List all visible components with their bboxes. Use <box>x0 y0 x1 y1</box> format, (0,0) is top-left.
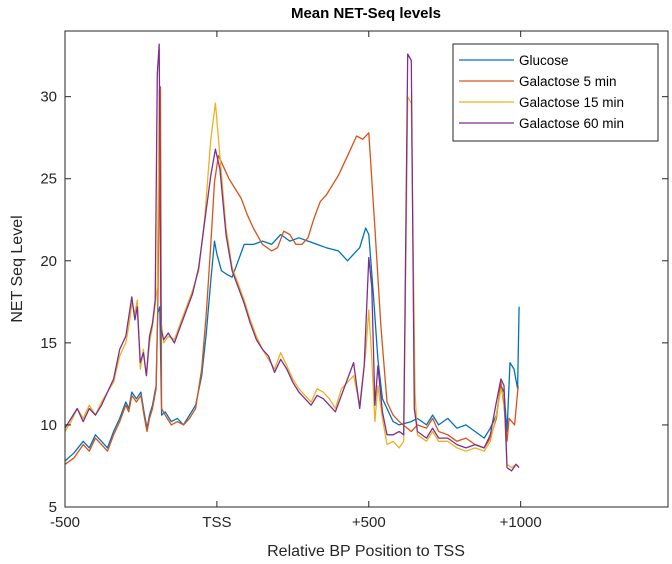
y-tick-label: 20 <box>40 253 57 270</box>
chart-title: Mean NET-Seq levels <box>291 5 441 22</box>
y-tick-label: 30 <box>40 89 57 106</box>
x-tick-label: TSS <box>202 514 231 531</box>
y-axis: 5 10 15 20 25 30 <box>40 89 668 516</box>
plot-frame <box>64 30 669 508</box>
series-layer <box>64 43 520 472</box>
x-tick-label: +1000 <box>500 514 542 531</box>
x-tick-label: -500 <box>50 514 80 531</box>
y-tick-label: 10 <box>40 417 57 434</box>
series-line-galactose-5-min <box>64 86 519 465</box>
series-line-glucose <box>64 227 520 462</box>
y-tick-label: 5 <box>49 499 57 516</box>
series-line-galactose-60-min <box>64 43 520 472</box>
legend-label: Galactose 15 min <box>519 95 624 110</box>
legend-label: Glucose <box>519 53 569 68</box>
x-tick-label: +500 <box>352 514 386 531</box>
y-tick-label: 25 <box>40 171 57 188</box>
y-axis-label: NET Seq Level <box>9 215 26 322</box>
legend-label: Galactose 60 min <box>519 116 624 131</box>
legend-label: Galactose 5 min <box>519 74 617 89</box>
x-axis-label: Relative BP Position to TSS <box>267 543 465 560</box>
x-axis: -500 TSS +500 +1000 <box>50 31 542 531</box>
y-tick-label: 15 <box>40 335 57 352</box>
legend: Glucose Galactose 5 min Galactose 15 min Ga… <box>452 43 659 142</box>
